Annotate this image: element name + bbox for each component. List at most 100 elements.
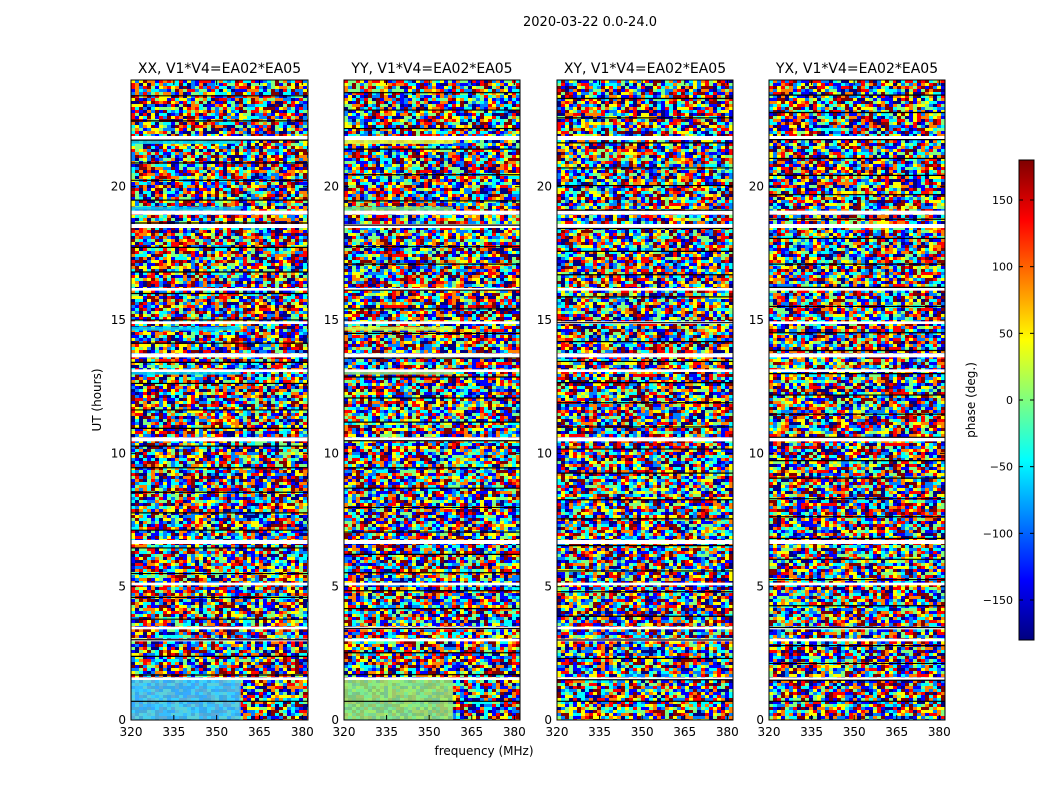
flagged-gap <box>769 288 945 291</box>
x-tick-label: 335 <box>375 725 398 739</box>
calibrator-scan-band <box>344 372 454 375</box>
flagged-gap <box>769 540 945 544</box>
x-tick-label: 320 <box>758 725 781 739</box>
calibrator-scan-band <box>344 326 454 331</box>
x-tick-label: 380 <box>503 725 526 739</box>
y-tick-label: 0 <box>544 713 552 727</box>
y-tick-label: 5 <box>544 580 552 594</box>
x-tick-label: 335 <box>162 725 185 739</box>
flagged-gap <box>557 540 733 544</box>
calibrator-scan-band <box>131 326 241 331</box>
flagged-gap <box>131 321 308 324</box>
y-tick-label: 10 <box>749 446 764 460</box>
colorbar-tick-label: 0 <box>1006 394 1013 407</box>
flagged-gap <box>557 210 733 215</box>
flagged-gap <box>131 626 308 630</box>
colorbar-tick-label: −50 <box>990 461 1013 474</box>
panels-group: XX, V1*V4=EA02*EA05 320 335 350 365 380 0 5 10 15… <box>111 61 951 739</box>
y-tick-label: 5 <box>331 580 339 594</box>
y-tick-label: 10 <box>537 446 552 460</box>
x-tick-label: 335 <box>800 725 823 739</box>
flagged-gap <box>344 353 520 358</box>
y-tick-label: 15 <box>324 313 339 327</box>
y-tick-label: 10 <box>324 446 339 460</box>
phase-image <box>344 80 520 720</box>
phase-image <box>131 80 308 720</box>
calibrator-scan-band <box>131 206 241 211</box>
flagged-gap <box>131 540 308 544</box>
flagged-gap <box>557 677 733 680</box>
figure-title: 2020-03-22 0.0-24.0 <box>523 15 657 30</box>
y-tick-label: 20 <box>111 180 126 194</box>
panel-frame <box>343 79 521 721</box>
flagged-gap <box>131 677 308 680</box>
panel-frame <box>768 79 946 721</box>
flagged-gap <box>131 224 308 228</box>
x-tick-label: 350 <box>843 725 866 739</box>
y-tick-label: 20 <box>324 180 339 194</box>
flagged-gap <box>557 437 733 442</box>
calibrator-scan-band <box>131 140 241 144</box>
flagged-gap <box>769 638 945 642</box>
flagged-gap <box>769 136 945 140</box>
x-tick-label: 320 <box>546 725 569 739</box>
y-tick-label: 0 <box>331 713 339 727</box>
flagged-gap <box>131 369 308 372</box>
x-tick-label: 380 <box>291 725 314 739</box>
flagged-gap <box>557 288 733 291</box>
flagged-gap <box>769 677 945 680</box>
flagged-gap <box>769 369 945 372</box>
panel-title: XX, V1*V4=EA02*EA05 <box>138 61 301 77</box>
y-tick-label: 10 <box>111 446 126 460</box>
panel-frame <box>130 79 309 721</box>
x-axis-label: frequency (MHz) <box>434 744 533 758</box>
flagged-gap <box>131 210 308 215</box>
colorbar-label: phase (deg.) <box>964 362 978 438</box>
y-tick-label: 15 <box>749 313 764 327</box>
y-tick-label: 5 <box>118 580 126 594</box>
y-tick-label: 20 <box>537 180 552 194</box>
panel-yx: YX, V1*V4=EA02*EA05 320 335 350 365 380 0 5 10 15… <box>749 61 951 739</box>
phase-image <box>557 80 733 720</box>
colorbar-tick-label: 50 <box>999 327 1013 340</box>
y-tick-label: 20 <box>749 180 764 194</box>
flagged-gap <box>557 626 733 630</box>
flagged-gap <box>344 437 520 442</box>
flagged-gap <box>769 437 945 442</box>
flagged-gap <box>131 288 308 291</box>
calibrator-scan-band <box>131 680 241 720</box>
y-tick-label: 0 <box>118 713 126 727</box>
colorbar: 150 100 50 0 −50 −100 −150 <box>983 159 1035 641</box>
flagged-gap <box>557 224 733 228</box>
x-tick-label: 350 <box>205 725 228 739</box>
colorbar-tick-label: 150 <box>992 194 1013 207</box>
x-tick-label: 365 <box>885 725 908 739</box>
colorbar-tick-label: −150 <box>983 594 1013 607</box>
calibrator-scan-band <box>131 372 241 375</box>
x-tick-label: 380 <box>928 725 951 739</box>
panel-title: YY, V1*V4=EA02*EA05 <box>350 61 512 77</box>
flagged-gap <box>344 540 520 544</box>
x-tick-label: 350 <box>418 725 441 739</box>
x-tick-label: 365 <box>673 725 696 739</box>
calibrator-scan-band <box>344 206 454 211</box>
y-tick-label: 5 <box>756 580 764 594</box>
flagged-gap <box>131 353 308 358</box>
flagged-gap <box>557 353 733 358</box>
colorbar-tick-label: 100 <box>992 261 1013 274</box>
colorbar-tick-label: −100 <box>983 527 1013 540</box>
flagged-gap <box>344 582 520 586</box>
x-tick-label: 365 <box>460 725 483 739</box>
flagged-gap <box>131 437 308 442</box>
flagged-gap <box>557 136 733 140</box>
flagged-gap <box>769 582 945 586</box>
panel-yy: YY, V1*V4=EA02*EA05 320 335 350 365 380 0 5 10 15… <box>324 61 526 739</box>
flagged-gap <box>557 369 733 372</box>
calibrator-scan-band <box>344 680 454 720</box>
flagged-gap <box>344 369 520 372</box>
flagged-gap <box>344 210 520 215</box>
flagged-gap <box>131 582 308 586</box>
flagged-gap <box>769 353 945 358</box>
x-tick-label: 320 <box>120 725 143 739</box>
